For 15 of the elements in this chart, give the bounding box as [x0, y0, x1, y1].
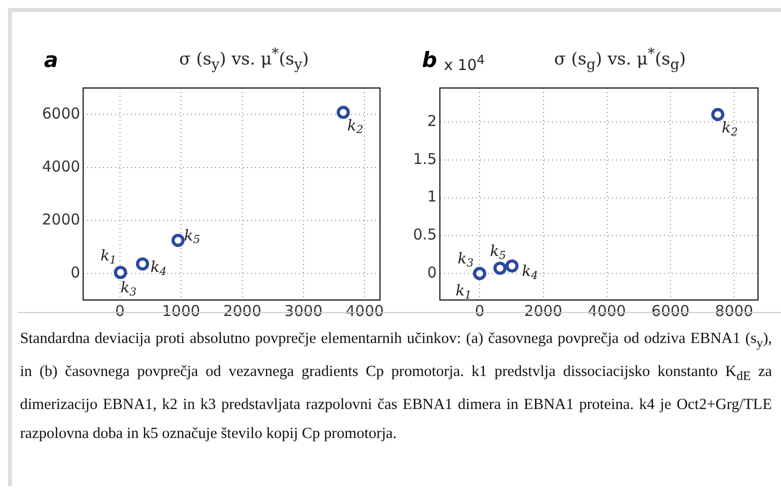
- y-tick-label: 1: [427, 188, 437, 206]
- y-tick-label: 1.5: [412, 150, 437, 168]
- text: a: [44, 48, 58, 72]
- chart-title: σ (s$_{y}$) vs. μ$^{*}$(s$_{y}$): [178, 46, 310, 74]
- y-tick-label: 4000: [42, 157, 80, 176]
- y-tick-label: 2000: [42, 210, 80, 228]
- y-tick-label: 0: [427, 263, 437, 282]
- chart-title: σ (s$_{g}$) vs. μ$^{*}$(s$_{g}$): [554, 46, 686, 74]
- text: Standardna deviacija proti absolutno povprečje elementarnih učinkov: (a) časovnega povprečja od odziva EBNA1 (s$_{y}$), in (b) časovnega povprečja od vezavnega gradients Cp promotorja. k1 predstvlja dissociacijsko konstanto K$_{dE}$ za dimerizacijo EBNA1, k2 in k3 predstavljata razpolovni čas EBNA1 dimera in EBNA1 proteina. k4 je Oct2+Grg/TLE razpolovna doba in k5 označuje število kopij Cp promotorja.: [20, 330, 772, 442]
- y-tick-label: 6000: [42, 104, 80, 122]
- y-tick-label: 0.5: [412, 226, 437, 244]
- text: b: [422, 48, 438, 72]
- y-tick-label: 2: [427, 112, 437, 130]
- y-tick-label: 0: [70, 263, 80, 282]
- y-axis-title: x 10$^{4}$: [444, 52, 485, 74]
